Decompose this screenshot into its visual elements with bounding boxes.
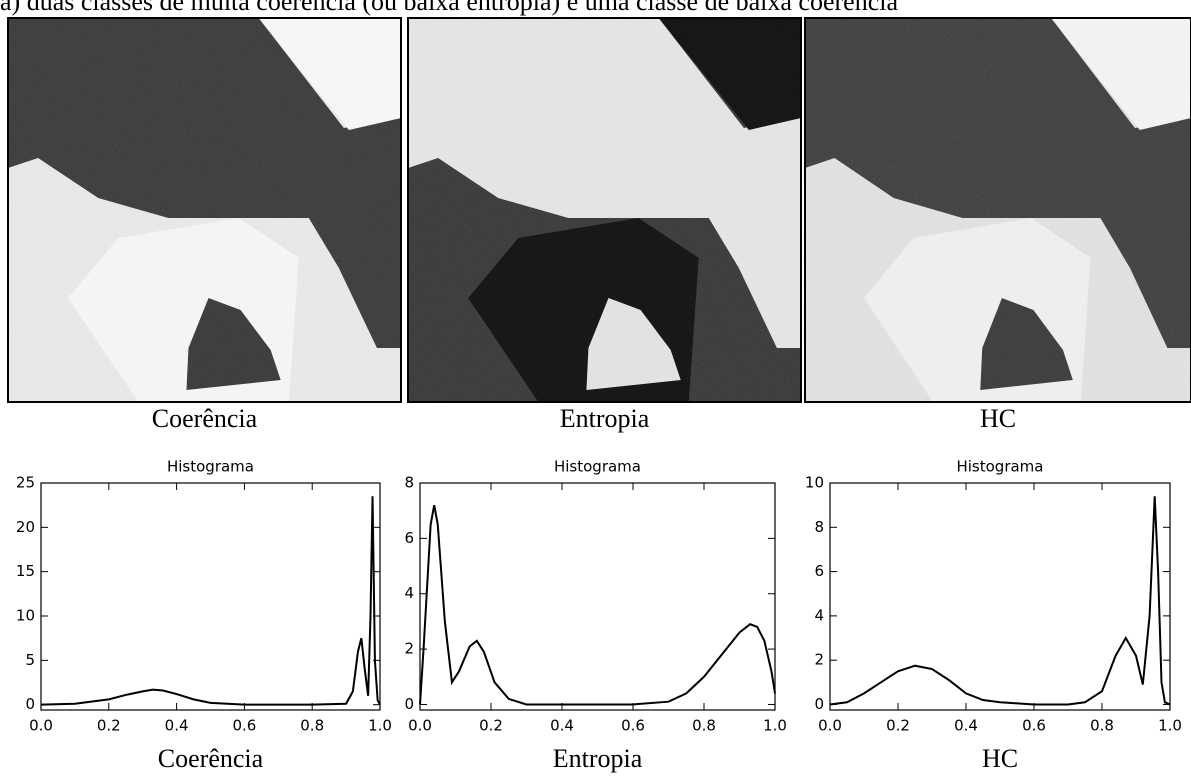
texture-image bbox=[804, 17, 1191, 403]
y-tick-label: 4 bbox=[404, 584, 414, 602]
y-tick-label: 5 bbox=[25, 651, 35, 669]
y-tick-label: 4 bbox=[814, 606, 824, 624]
histogram-line bbox=[419, 504, 776, 706]
x-tick-label: 0.6 bbox=[621, 717, 645, 735]
texture-image bbox=[406, 17, 803, 403]
image-border bbox=[406, 17, 803, 403]
x-tick-label: 0.2 bbox=[886, 717, 910, 735]
y-tick-label: 25 bbox=[16, 474, 35, 492]
texture-noise bbox=[8, 18, 402, 402]
y-tick-label: 8 bbox=[814, 518, 824, 536]
y-tick-label: 8 bbox=[404, 474, 414, 492]
x-axis-label: Entropia bbox=[553, 744, 643, 773]
x-tick-label: 0.8 bbox=[1090, 717, 1114, 735]
y-tick-label: 6 bbox=[814, 562, 824, 580]
image-label: Entropia bbox=[560, 404, 650, 433]
x-tick-label: 0.8 bbox=[692, 717, 716, 735]
y-tick-label: 2 bbox=[814, 651, 824, 669]
y-tick-label: 10 bbox=[805, 474, 824, 492]
x-axis-label: HC bbox=[982, 744, 1018, 773]
x-tick-label: 0.6 bbox=[1022, 717, 1046, 735]
x-tick-label: 0.8 bbox=[300, 717, 324, 735]
y-tick-label: 0 bbox=[814, 695, 824, 713]
x-axis-label: Coerência bbox=[158, 744, 264, 773]
x-tick-label: 1.0 bbox=[763, 717, 787, 735]
x-tick-label: 0.4 bbox=[165, 717, 189, 735]
x-tick-label: 0.0 bbox=[29, 717, 53, 735]
plot-frame bbox=[829, 482, 1171, 711]
y-tick-label: 2 bbox=[404, 640, 414, 658]
texture-image bbox=[6, 17, 403, 403]
chart-title: Histograma bbox=[167, 458, 254, 476]
image-label: HC bbox=[980, 404, 1016, 433]
plot-frame bbox=[40, 482, 381, 711]
texture-noise bbox=[408, 18, 801, 402]
chart-title: Histograma bbox=[956, 458, 1043, 476]
x-tick-label: 1.0 bbox=[1158, 717, 1182, 735]
x-tick-label: 0.6 bbox=[232, 717, 256, 735]
chart-title: Histograma bbox=[554, 458, 641, 476]
caption: a) duas classes de muita coerência (ou b… bbox=[0, 0, 898, 16]
histogram-line bbox=[40, 496, 381, 706]
histogram-line bbox=[829, 496, 1171, 706]
y-tick-label: 0 bbox=[404, 695, 414, 713]
y-tick-label: 20 bbox=[16, 518, 35, 536]
x-tick-label: 0.0 bbox=[818, 717, 842, 735]
x-tick-label: 0.0 bbox=[408, 717, 432, 735]
x-tick-label: 0.2 bbox=[479, 717, 503, 735]
image-label: Coerência bbox=[152, 404, 258, 433]
image-border bbox=[6, 17, 403, 403]
x-tick-label: 0.4 bbox=[550, 717, 574, 735]
texture-noise bbox=[805, 18, 1191, 402]
y-tick-label: 15 bbox=[16, 562, 35, 580]
x-tick-label: 0.4 bbox=[954, 717, 978, 735]
y-tick-label: 0 bbox=[25, 695, 35, 713]
x-tick-label: 1.0 bbox=[368, 717, 392, 735]
plot-frame bbox=[419, 482, 776, 711]
y-tick-label: 10 bbox=[16, 607, 35, 625]
y-tick-label: 6 bbox=[404, 529, 414, 547]
x-tick-label: 0.2 bbox=[97, 717, 121, 735]
